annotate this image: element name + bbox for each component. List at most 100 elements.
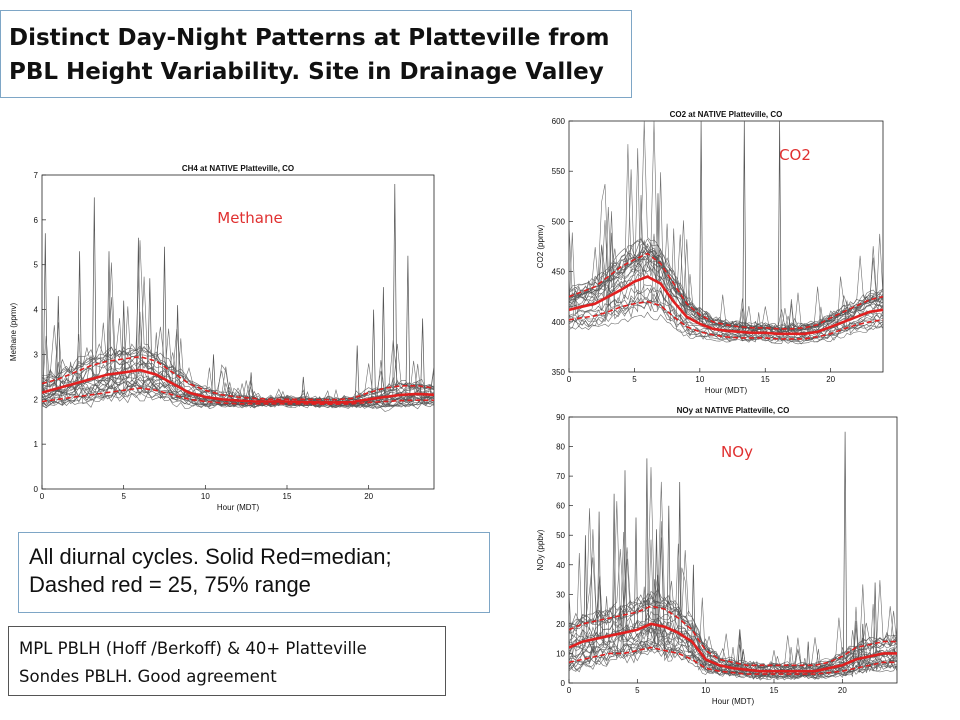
x-axis-label: Hour (MDT) [705, 386, 748, 395]
y-tick-label: 350 [552, 368, 566, 377]
spike-line [248, 372, 254, 402]
y-tick-label: 60 [556, 502, 565, 511]
y-tick-label: 3 [34, 350, 39, 359]
legend-note-line-1: All diurnal cycles. Solid Red=median; [29, 544, 392, 569]
plot-area [568, 120, 884, 373]
spike-line [405, 255, 411, 395]
spike-line [873, 582, 878, 656]
spike-line [666, 505, 671, 629]
y-tick-label: 6 [34, 216, 39, 225]
x-tick-label: 5 [121, 492, 126, 501]
q75-line [42, 355, 434, 401]
x-tick-label: 10 [701, 686, 710, 695]
y-tick-label: 10 [556, 649, 565, 658]
trace-line [569, 624, 897, 677]
spike-line [162, 246, 167, 380]
y-tick-label: 450 [552, 268, 566, 277]
trace-line [569, 121, 883, 332]
spike-line [737, 629, 742, 670]
x-tick-label: 15 [283, 492, 292, 501]
spike-line [597, 511, 602, 639]
y-tick-label: 70 [556, 472, 565, 481]
y-axis-label: NOy (ppbv) [536, 529, 545, 570]
trace-line [569, 537, 897, 681]
trace-line [569, 223, 883, 337]
plot-traces [569, 121, 883, 345]
median-line [42, 368, 434, 404]
y-tick-label: 0 [561, 679, 566, 688]
spike-line [623, 470, 628, 633]
spike-line [136, 237, 141, 371]
x-axis-label: Hour (MDT) [712, 697, 755, 706]
x-tick-label: 0 [567, 375, 572, 384]
spike-line [677, 481, 682, 634]
spike-line [644, 458, 649, 626]
legend-note-line-2: Dashed red = 25, 75% range [29, 572, 311, 597]
q75-line [569, 252, 883, 330]
series-label: CO2 [779, 146, 811, 164]
q75-line [569, 605, 897, 667]
y-tick-label: 40 [556, 561, 565, 570]
spike-line [392, 183, 398, 396]
x-tick-label: 15 [761, 375, 770, 384]
y-tick-label: 90 [556, 413, 565, 422]
y-tick-label: 4 [34, 306, 39, 315]
median-line [569, 622, 897, 673]
q25-line [569, 646, 897, 675]
pblh-note-box: MPL PBLH (Hoff /Berkoff) & 40+ Plattevil… [8, 626, 446, 696]
q25-line [569, 300, 883, 340]
chart-title: CH4 at NATIVE Platteville, CO [182, 164, 294, 173]
spike-line [806, 641, 811, 672]
spike-line [175, 305, 180, 387]
chart-title: NOy at NATIVE Platteville, CO [677, 406, 790, 415]
legend-note-box: All diurnal cycles. Solid Red=median; Da… [18, 532, 490, 613]
spike-line [301, 376, 306, 403]
x-tick-label: 5 [635, 686, 640, 695]
trace-line [42, 376, 434, 407]
trace-line [569, 244, 883, 335]
y-tick-label: 600 [552, 117, 566, 126]
x-tick-label: 20 [826, 375, 835, 384]
trace-line [569, 311, 883, 345]
spike-line [583, 535, 588, 642]
trace-line [42, 332, 434, 409]
y-tick-label: 1 [34, 440, 39, 449]
trace-line [569, 258, 883, 333]
spike-line [656, 193, 660, 283]
plot-area [41, 174, 435, 490]
spike-line [147, 278, 153, 373]
spike-line [843, 431, 848, 665]
trace-line [569, 233, 883, 331]
noy-chart: NOy at NATIVE Platteville, CO 0 5 10 15 20 0 10… [536, 406, 898, 706]
series-label: Methane [217, 209, 283, 227]
spike-line [420, 318, 425, 395]
co2-chart: CO2 at NATIVE Platteville, CO 0 5 10 15 20 350… [536, 110, 884, 395]
spike-line [691, 564, 696, 644]
trace-line [569, 172, 883, 343]
plot-traces [569, 431, 897, 681]
spike-line [42, 233, 48, 392]
x-tick-label: 20 [838, 686, 847, 695]
spike-line [612, 493, 617, 635]
spike-line [106, 251, 112, 375]
slide-title-line-2: PBL Height Variability. Site in Drainage… [9, 59, 604, 85]
y-tick-label: 80 [556, 443, 565, 452]
series-label: NOy [721, 443, 753, 461]
median-line [569, 275, 883, 336]
spike-line [777, 121, 782, 334]
x-tick-label: 10 [201, 492, 210, 501]
y-tick-label: 50 [556, 531, 565, 540]
trace-line [569, 148, 883, 341]
x-axis-label: Hour (MDT) [217, 503, 260, 512]
spike-line [371, 309, 376, 399]
plot-traces [42, 183, 434, 412]
spike-line [381, 287, 386, 398]
y-tick-label: 30 [556, 590, 565, 599]
spike-line [742, 121, 747, 333]
spike-line [77, 251, 82, 383]
y-tick-label: 7 [34, 171, 39, 180]
x-tick-label: 0 [567, 686, 572, 695]
y-tick-label: 550 [552, 167, 566, 176]
plot-area [568, 416, 898, 684]
q25-line [42, 387, 434, 405]
